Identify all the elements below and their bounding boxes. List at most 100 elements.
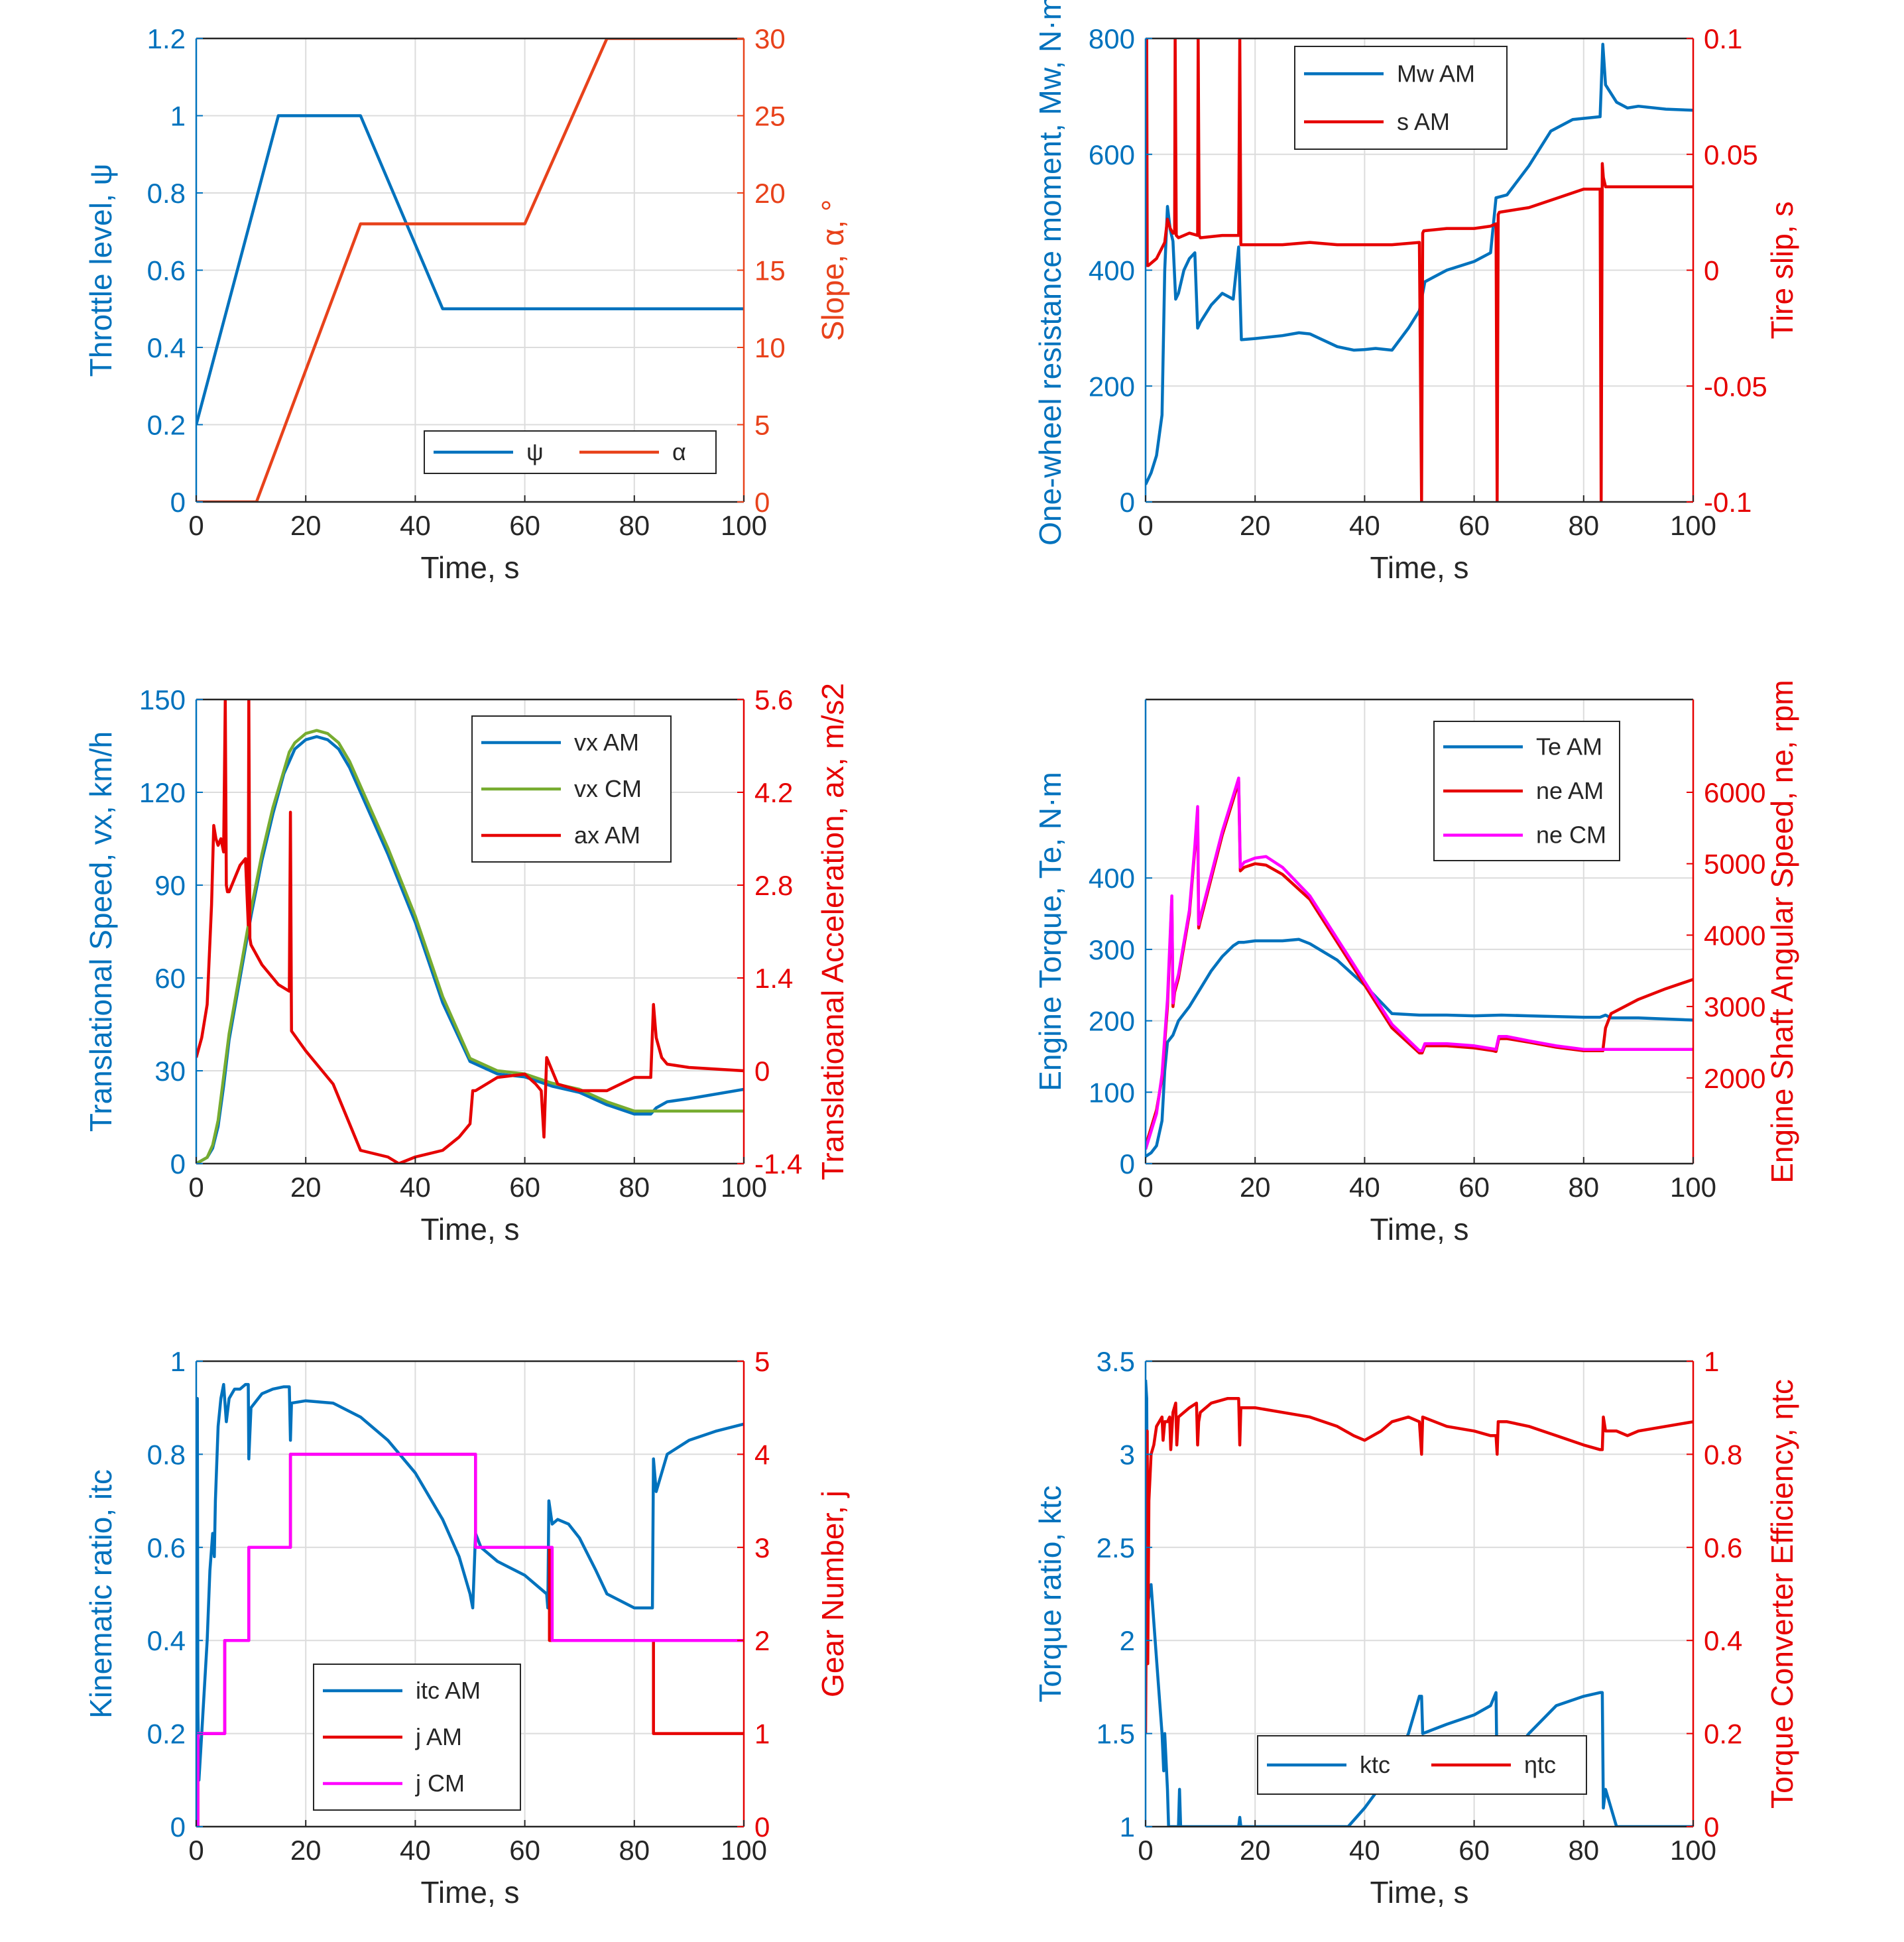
legend-label: ktc: [1360, 1751, 1390, 1778]
y-left-tick-label: 1: [1120, 1811, 1135, 1843]
y-right-tick-label: 0: [754, 487, 770, 518]
y-left-tick-label: 0: [170, 1148, 186, 1180]
y-left-tick-label: 90: [154, 870, 186, 901]
y-right-tick-label: 0: [1704, 1811, 1719, 1843]
y-right-tick-label: 5: [754, 1346, 770, 1377]
x-tick-label: 0: [188, 510, 204, 541]
y-left-tick-label: 30: [154, 1056, 186, 1087]
y-right-tick-label: 4: [754, 1439, 770, 1470]
x-axis-label: Time, s: [1370, 1212, 1468, 1246]
x-tick-label: 0: [188, 1835, 204, 1866]
y-left-tick-label: 2: [1120, 1625, 1135, 1656]
y-right-tick-label: 2.8: [754, 870, 793, 901]
x-tick-label: 20: [1240, 1835, 1271, 1866]
y-left-tick-label: 120: [139, 777, 186, 808]
y-left-tick-label: 3.5: [1097, 1346, 1135, 1377]
y-right-tick-label: 20: [754, 178, 786, 209]
x-tick-label: 20: [1240, 1172, 1271, 1203]
x-tick-label: 60: [1458, 1172, 1490, 1203]
series-line-Te-AM: [1146, 938, 1693, 1158]
y-right-axis-label: Translatioanal Acceleration, ax, m/s2: [815, 683, 850, 1180]
legend: Te AM ne AM ne CM: [1433, 721, 1620, 861]
y-right-tick-label: 4.2: [754, 777, 793, 808]
y-right-tick-label: 25: [754, 101, 786, 132]
legend-label: j AM: [415, 1723, 462, 1750]
x-tick-label: 40: [1349, 510, 1380, 541]
x-axis-label: Time, s: [1370, 1875, 1468, 1910]
y-right-tick-label: 5000: [1704, 849, 1765, 880]
x-tick-label: 60: [1458, 510, 1490, 541]
legend-label: ne AM: [1536, 777, 1604, 804]
series-group: [196, 699, 744, 1164]
y-left-tick-label: 0: [170, 1811, 186, 1843]
y-left-tick-label: 60: [154, 963, 186, 994]
x-tick-label: 60: [1458, 1835, 1490, 1866]
x-axis-label: Time, s: [420, 1875, 519, 1910]
series-line-s-AM: [1146, 38, 1693, 502]
y-left-tick-label: 0.4: [147, 1625, 186, 1656]
y-left-tick-label: 0.8: [147, 1439, 186, 1470]
series-group: [1146, 776, 1693, 1158]
y-right-tick-label: 1.4: [754, 963, 793, 994]
chart-torque-efficiency: 0 20 40 60 80 100 1 1.5 2 2.5 3 3.5 0 0.2 0.4 0.6 0.8 1 Ti…: [1033, 1346, 1799, 1910]
legend-label: vx CM: [574, 775, 642, 802]
series-line-itc-AM: [196, 1382, 744, 1782]
y-right-tick-label: 3: [754, 1532, 770, 1563]
y-right-tick-label: 2000: [1704, 1063, 1765, 1094]
y-left-tick-label: 1.2: [147, 23, 186, 54]
series-line-ψ: [196, 114, 744, 426]
x-tick-label: 80: [1568, 510, 1599, 541]
y-left-axis-label: Throttle level, ψ: [84, 164, 118, 377]
series-line-Mw-AM: [1146, 42, 1693, 485]
x-tick-label: 40: [1349, 1835, 1380, 1866]
legend: itc AM j AM j CM: [313, 1664, 521, 1811]
y-left-tick-label: 0.2: [147, 1719, 186, 1750]
y-right-tick-label: 4000: [1704, 920, 1765, 951]
series-line-ne-CM: [1146, 776, 1693, 1150]
y-left-tick-label: 0.4: [147, 332, 186, 363]
y-left-axis-label: Translational Speed, vx, km/h: [84, 731, 118, 1132]
x-tick-label: 80: [619, 1835, 650, 1866]
y-left-tick-label: 100: [1089, 1077, 1135, 1108]
y-right-axis-label: Tire slip, s: [1765, 202, 1799, 339]
y-right-tick-label: -1.4: [754, 1148, 802, 1180]
series-line-ηtc: [1146, 1396, 1693, 1734]
y-right-tick-label: 1: [1704, 1346, 1719, 1377]
y-right-tick-label: 3000: [1704, 991, 1765, 1022]
x-tick-label: 100: [1670, 510, 1716, 541]
x-axis-label: Time, s: [420, 550, 519, 585]
y-right-tick-label: 5: [754, 410, 770, 441]
chart-engine-torque-speed: 0 20 40 60 80 100 0 100 200 300 400 2000 3000 4000 500…: [1033, 680, 1799, 1246]
y-right-tick-label: 0.1: [1704, 23, 1742, 54]
y-right-tick-label: 0.05: [1704, 139, 1758, 170]
y-right-tick-label: 0.8: [1704, 1439, 1742, 1470]
x-tick-label: 100: [1670, 1172, 1716, 1203]
y-right-tick-label: 0.2: [1704, 1719, 1742, 1750]
x-axis-label: Time, s: [1370, 550, 1468, 585]
legend-label: itc AM: [416, 1677, 481, 1704]
x-tick-label: 0: [1138, 1835, 1153, 1866]
y-left-tick-label: 1: [170, 1346, 186, 1377]
legend-label: ψ: [526, 438, 544, 465]
y-left-tick-label: 0: [1120, 1148, 1135, 1180]
series-group: [196, 38, 744, 502]
y-right-axis-label: Engine Shaft Angular Speed, ne, rpm: [1765, 680, 1799, 1183]
legend: ktc ηtc: [1257, 1735, 1587, 1795]
y-left-tick-label: 1: [170, 101, 186, 132]
legend-label: α: [672, 438, 686, 465]
y-right-tick-label: 1: [754, 1719, 770, 1750]
x-tick-label: 40: [400, 510, 431, 541]
y-left-tick-label: 0.6: [147, 255, 186, 286]
x-tick-label: 20: [290, 1172, 322, 1203]
y-right-tick-label: -0.1: [1704, 487, 1752, 518]
x-tick-label: 80: [1568, 1172, 1599, 1203]
y-right-axis-label: Slope, α, °: [815, 200, 850, 341]
x-tick-label: 40: [400, 1835, 431, 1866]
x-tick-label: 60: [509, 510, 540, 541]
y-right-axis-label: Torque Converter Efficiency, ηtc: [1765, 1379, 1799, 1809]
x-tick-label: 20: [290, 510, 322, 541]
y-left-axis-label: One-wheel resistance moment, Mw, N·m: [1033, 0, 1067, 546]
y-right-tick-label: 15: [754, 255, 786, 286]
